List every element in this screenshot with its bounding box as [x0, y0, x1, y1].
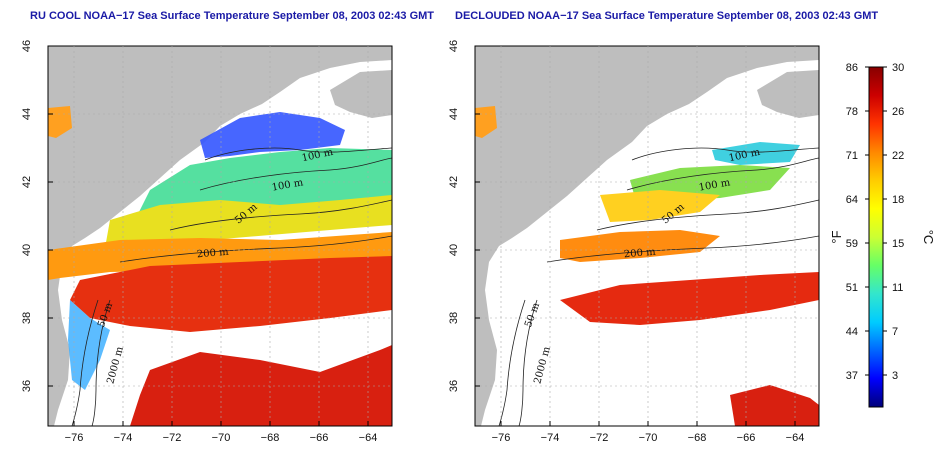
y-tick-label: 40 — [21, 244, 33, 256]
colorbar-celsius-ticks: 30 26 22 18 15 11 7 3 — [883, 62, 904, 382]
x-tick-label: −74 — [541, 432, 560, 444]
y-tick-label: 36 — [21, 380, 33, 392]
celsius-tick-label: 11 — [892, 282, 903, 294]
left-sst-orange-band — [48, 232, 392, 280]
x-tick-label: −72 — [590, 432, 609, 444]
left-x-axis: −76 −74 −72 −70 −68 −66 −64 — [65, 421, 378, 444]
fahrenheit-tick-label: 64 — [846, 194, 858, 206]
celsius-tick-label: 7 — [892, 326, 898, 338]
y-tick-label: 38 — [21, 312, 33, 324]
fahrenheit-tick-label: 59 — [846, 238, 858, 250]
right-sst-yellow — [600, 190, 720, 222]
y-tick-label: 44 — [21, 108, 33, 120]
colorbar: 86 78 71 64 59 51 44 37 30 26 22 18 15 11 7 3 °F °C — [829, 62, 936, 408]
x-tick-label: −76 — [65, 432, 84, 444]
right-sst-cyan — [712, 142, 800, 165]
bathymetry-contour-label: 200 m — [623, 247, 656, 261]
right-land-mainland — [475, 46, 819, 426]
fahrenheit-tick-label: 71 — [846, 150, 858, 162]
celsius-tick-label: 26 — [892, 106, 904, 118]
y-tick-label: 36 — [448, 380, 460, 392]
celsius-unit-label: °C — [921, 230, 936, 245]
y-tick-label: 46 — [21, 40, 33, 52]
right-panel-title: DECLOUDED NOAA−17 Sea Surface Temperatur… — [455, 10, 879, 22]
left-map-frame — [47, 45, 393, 427]
fahrenheit-tick-label: 37 — [846, 370, 858, 382]
colorbar-fahrenheit-ticks: 86 78 71 64 59 51 44 37 — [846, 62, 869, 382]
right-sst-red-south — [730, 385, 819, 426]
x-tick-label: −70 — [212, 432, 231, 444]
right-sst-red-band — [560, 272, 819, 325]
fahrenheit-unit-label: °F — [829, 230, 844, 243]
right-bathymetry-contours — [498, 147, 819, 426]
right-sst-orange — [560, 230, 720, 262]
x-tick-label: −66 — [310, 432, 329, 444]
y-tick-label: 40 — [448, 244, 460, 256]
left-land-mainland — [48, 46, 392, 426]
y-tick-label: 42 — [448, 176, 460, 188]
left-sst-yellow-band — [105, 195, 392, 248]
left-y-axis: 46 44 42 40 38 36 — [21, 40, 53, 392]
right-land-novascotia — [757, 70, 819, 118]
right-map-gridlines — [475, 46, 819, 426]
x-tick-label: −64 — [786, 432, 805, 444]
fahrenheit-tick-label: 78 — [846, 106, 858, 118]
left-land-novascotia — [330, 70, 392, 118]
celsius-tick-label: 22 — [892, 150, 904, 162]
x-tick-label: −66 — [737, 432, 756, 444]
x-tick-label: −74 — [114, 432, 133, 444]
bathymetry-contour-label: 200 m — [196, 247, 229, 261]
x-tick-label: −68 — [261, 432, 280, 444]
right-y-axis: 46 44 42 40 38 36 — [448, 40, 480, 392]
x-tick-label: −68 — [688, 432, 707, 444]
celsius-tick-label: 30 — [892, 62, 904, 74]
fahrenheit-tick-label: 86 — [846, 62, 858, 74]
left-sst-red-gulfstream — [70, 256, 392, 332]
right-map-frame — [474, 45, 820, 427]
left-panel-title: RU COOL NOAA−17 Sea Surface Temperature … — [30, 10, 435, 22]
right-x-axis: −76 −74 −72 −70 −68 −66 −64 — [492, 421, 805, 444]
celsius-tick-label: 15 — [892, 238, 904, 250]
celsius-tick-label: 18 — [892, 194, 904, 206]
x-tick-label: −70 — [639, 432, 658, 444]
left-sst-cyan-coastal — [68, 300, 110, 390]
y-tick-label: 46 — [448, 40, 460, 52]
x-tick-label: −64 — [359, 432, 378, 444]
y-tick-label: 38 — [448, 312, 460, 324]
y-tick-label: 44 — [448, 108, 460, 120]
fahrenheit-tick-label: 44 — [846, 326, 858, 338]
x-tick-label: −76 — [492, 432, 511, 444]
x-tick-label: −72 — [163, 432, 182, 444]
celsius-tick-label: 3 — [892, 370, 898, 382]
left-sst-red-south — [130, 345, 392, 426]
left-bathymetry-contours — [71, 147, 392, 426]
y-tick-label: 42 — [21, 176, 33, 188]
left-sst-cool-gom — [200, 112, 345, 158]
colorbar-gradient — [868, 66, 884, 408]
fahrenheit-tick-label: 51 — [846, 282, 858, 294]
left-map-gridlines — [48, 46, 392, 426]
